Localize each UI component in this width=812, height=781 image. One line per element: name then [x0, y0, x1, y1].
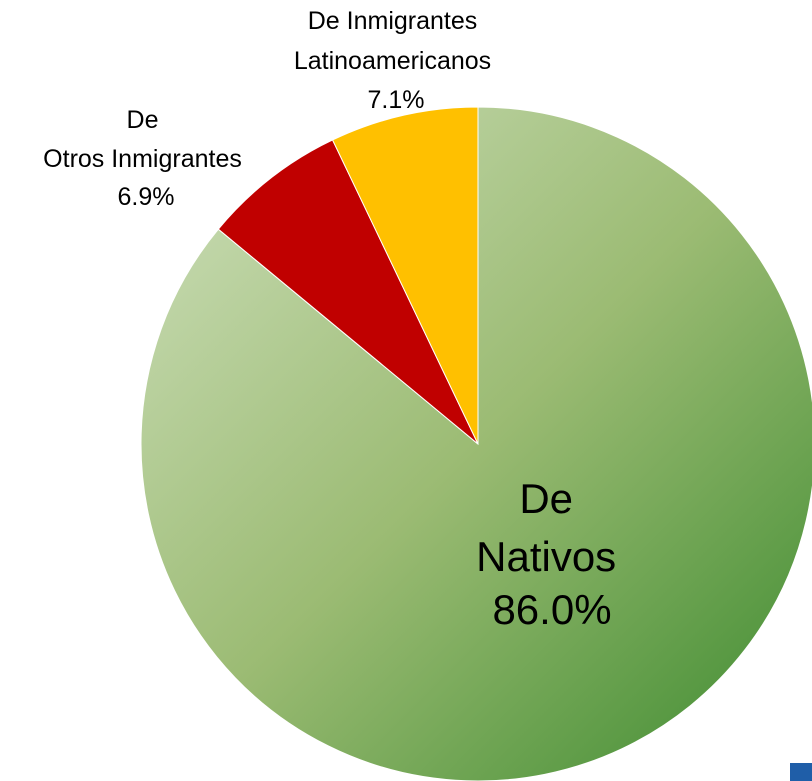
slice-label-otros-inmigrantes: De Otros Inmigrantes 6.9%	[43, 106, 249, 211]
pie-slices	[140, 106, 812, 781]
slice-label-otros-line2: Otros Inmigrantes	[43, 145, 242, 173]
slice-label-latino-value: 7.1%	[368, 86, 425, 114]
pie-slice-latinoamericanos	[331, 106, 479, 445]
slice-label-otros-line1: De	[127, 106, 159, 134]
slice-label-latino-line1: De Inmigrantes	[308, 7, 478, 35]
slice-label-otros-value: 6.9%	[118, 183, 175, 211]
pie-slice-otros-inmigrantes	[217, 139, 479, 445]
slice-label-nativos: De Nativos 86.0%	[476, 475, 628, 633]
corner-mark	[790, 763, 812, 781]
slice-label-nativos-line1: De	[519, 475, 573, 522]
slice-label-nativos-line2: Nativos	[476, 533, 616, 580]
slice-label-latino-line2: Latinoamericanos	[294, 47, 491, 75]
slice-label-latinoamericanos: De Inmigrantes Latinoamericanos 7.1%	[294, 7, 498, 114]
pie-slice-nativos	[140, 106, 812, 781]
slice-label-nativos-value: 86.0%	[492, 586, 611, 633]
